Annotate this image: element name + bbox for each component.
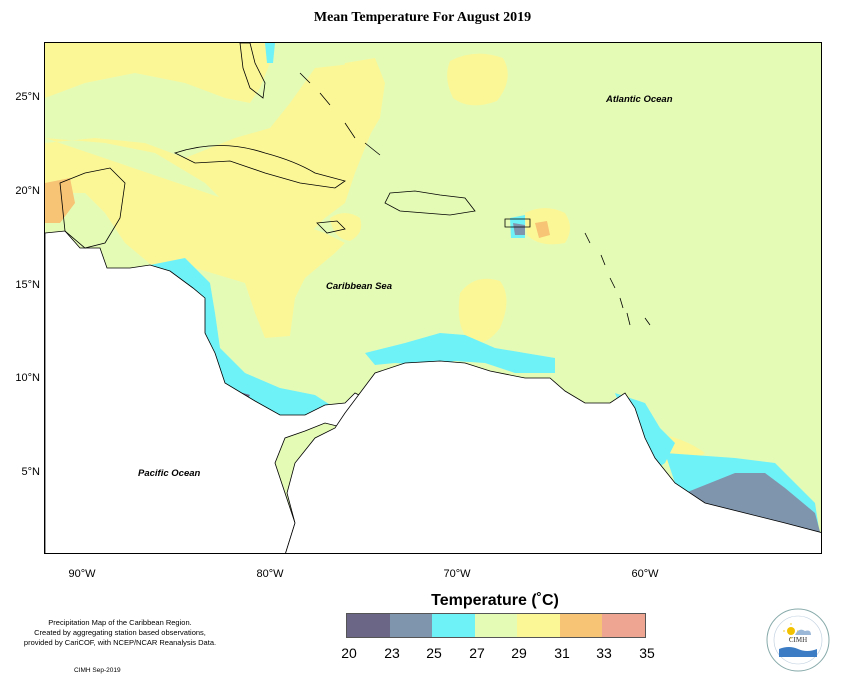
hispaniola-outline: [384, 190, 476, 216]
lat-label-10n: 10°N: [15, 372, 40, 384]
note-line-3: provided by CariCOF, with NCEP/NCAR Rean…: [23, 638, 217, 647]
label-atlantic-ocean: Atlantic Ocean: [606, 94, 673, 105]
lat-label-15n: 15°N: [15, 279, 40, 291]
cold-zone-guiana-interior: [620, 448, 821, 553]
florida-outline: [239, 43, 266, 99]
hot-zone-yucatan: [45, 178, 75, 223]
legend-color-bar: [346, 613, 646, 638]
legend-tick-33: 33: [596, 645, 612, 661]
map-panel[interactable]: [44, 42, 822, 554]
legend-title: Temperature (˚C): [431, 592, 559, 609]
legend-tick-35: 35: [639, 645, 655, 661]
lat-label-25n: 25°N: [15, 91, 40, 103]
jamaica-outline: [316, 220, 346, 234]
cimh-logo-icon: [766, 608, 830, 672]
map-description: Precipitation Map of the Caribbean Regio…: [10, 618, 230, 648]
legend-tick-29: 29: [511, 645, 527, 661]
temperature-map: [45, 43, 821, 553]
warm-zone-bahamas: [330, 58, 385, 143]
lat-label-20n: 20°N: [15, 185, 40, 197]
warm-zone-central-caribbean: [458, 278, 507, 343]
credit-text: CIMH Sep-2019: [74, 667, 121, 674]
cool-zone-gulf-strip: [265, 43, 275, 63]
warm-zone-layer: [45, 43, 705, 468]
note-line-2: Created by aggregating station based obs…: [34, 628, 206, 637]
bahamas-outline: [299, 72, 381, 156]
logo-label: CIMH: [788, 636, 808, 644]
cold-zone-hispaniola: [513, 223, 525, 235]
legend-swatch-23-25: [390, 614, 432, 637]
warm-zone-jamaica: [330, 213, 362, 241]
lon-label-70w: 70°W: [443, 568, 471, 580]
legend-swatch-25-27: [432, 614, 475, 637]
warm-zone-north-atlantic: [447, 53, 508, 106]
map-title: Mean Temperature For August 2019: [313, 10, 532, 25]
legend-tick-20: 20: [341, 645, 357, 661]
island-outlines: [59, 43, 651, 326]
legend-swatch-29-31: [517, 614, 560, 637]
legend-swatch-33-35: [602, 614, 645, 637]
land-central-america: [45, 230, 376, 553]
warm-zone-gulf: [45, 43, 270, 103]
note-line-1: Precipitation Map of the Caribbean Regio…: [48, 618, 192, 627]
warm-zone-northwest-caribbean: [45, 63, 380, 338]
hot-zone-layer: [45, 178, 550, 238]
legend-tick-25: 25: [426, 645, 442, 661]
lat-label-5n: 5°N: [21, 466, 40, 478]
legend-tick-27: 27: [469, 645, 485, 661]
legend-tick-31: 31: [554, 645, 570, 661]
yucatan-outline: [59, 167, 126, 249]
label-caribbean-sea: Caribbean Sea: [326, 281, 392, 292]
legend-swatch-31-33: [560, 614, 602, 637]
puerto-rico-outline: [504, 218, 531, 228]
label-pacific-ocean: Pacific Ocean: [138, 468, 201, 479]
lesser-antilles-outline: [584, 232, 651, 326]
lon-label-80w: 80°W: [256, 568, 284, 580]
lon-label-60w: 60°W: [631, 568, 659, 580]
land-south-america: [285, 360, 821, 553]
lon-label-90w: 90°W: [68, 568, 96, 580]
legend-swatch-20-23: [347, 614, 390, 637]
legend-swatch-27-29: [475, 614, 517, 637]
hot-zone-puerto-rico: [535, 221, 550, 238]
land-layer: [45, 230, 821, 553]
cuba-outline: [173, 145, 346, 189]
legend-tick-23: 23: [384, 645, 400, 661]
